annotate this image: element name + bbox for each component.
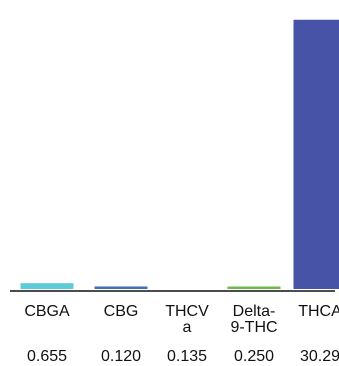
bar-2 xyxy=(160,286,214,289)
value-labels: 0.655 0.120 0.135 0.250 30.29 xyxy=(27,348,339,365)
category-labels: CBGA CBG THCV a Delta-9-THC THCA xyxy=(24,303,339,336)
category-label-3: Delta-9-THC xyxy=(230,303,277,336)
value-label-4: 30.29 xyxy=(300,348,339,365)
category-label-1: CBG xyxy=(104,303,139,320)
category-label-2: THCV a xyxy=(165,303,209,336)
value-label-2: 0.135 xyxy=(167,348,207,365)
bar-1 xyxy=(94,286,148,289)
value-label-3: 0.250 xyxy=(234,348,274,365)
bar-4 xyxy=(293,19,339,290)
value-label-1: 0.120 xyxy=(101,348,141,365)
category-label-0: CBGA xyxy=(24,303,70,320)
bar-3 xyxy=(227,286,281,289)
value-label-0: 0.655 xyxy=(27,348,67,365)
bars-group xyxy=(20,19,339,290)
bar-0 xyxy=(20,283,74,289)
category-label-4: THCA xyxy=(298,303,339,320)
